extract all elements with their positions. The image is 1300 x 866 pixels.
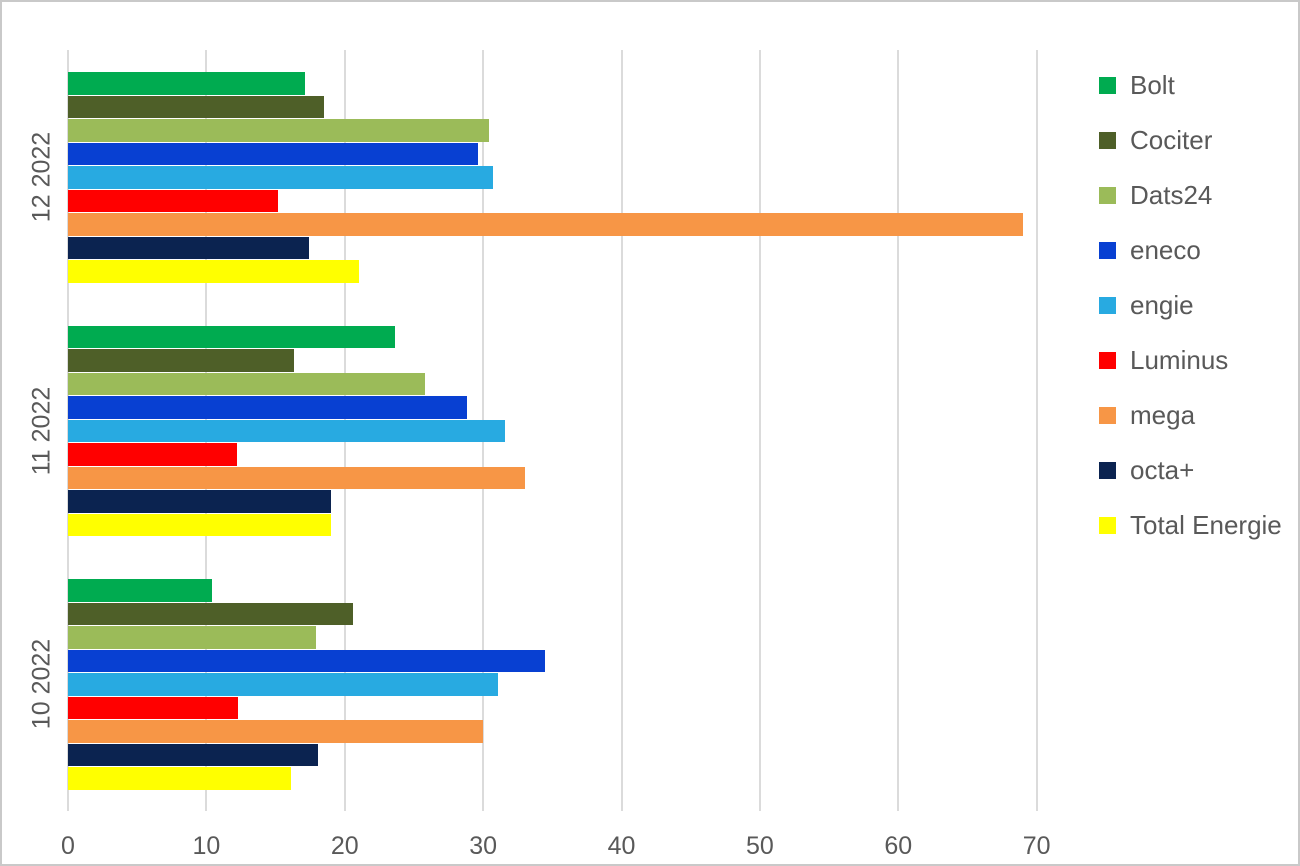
- x-tick-label-70: 70: [1022, 832, 1051, 860]
- legend-item-luminus: Luminus: [1099, 347, 1282, 373]
- x-tick-label-0: 0: [61, 832, 75, 860]
- legend-item-eneco: eneco: [1099, 237, 1282, 263]
- legend-swatch-engie: [1099, 296, 1116, 314]
- bar-total-energie-10-2022: [68, 767, 291, 790]
- bar-octaplus-10-2022: [68, 743, 319, 767]
- legend-item-total-energie: Total Energie: [1099, 512, 1282, 538]
- bar-eneco-10-2022: [68, 649, 546, 673]
- x-tick-label-40: 40: [607, 832, 636, 860]
- x-tick-label-50: 50: [745, 832, 774, 860]
- bar-dats24-12-2022: [68, 119, 489, 142]
- x-tick-label-20: 20: [330, 832, 359, 860]
- bar-eneco-12-2022: [68, 142, 478, 165]
- legend-label-luminus: Luminus: [1130, 345, 1229, 375]
- category-label-11-2022: 11 2022: [27, 386, 56, 475]
- legend-swatch-octaplus: [1099, 461, 1116, 479]
- legend-label-bolt: Bolt: [1130, 70, 1175, 100]
- legend-swatch-eneco: [1099, 241, 1116, 259]
- legend-item-bolt: Bolt: [1099, 72, 1282, 98]
- bar-luminus-12-2022: [68, 189, 279, 212]
- gridline-50: [758, 50, 761, 811]
- bar-bolt-12-2022: [68, 72, 305, 95]
- bar-luminus-10-2022: [68, 696, 239, 720]
- gridline-70: [1035, 50, 1038, 811]
- legend-label-mega: mega: [1130, 400, 1196, 430]
- legend-item-mega: mega: [1099, 402, 1282, 428]
- legend-item-octaplus: octa+: [1099, 457, 1282, 483]
- band-11-2022: [68, 304, 1092, 558]
- legend-swatch-cociter: [1099, 131, 1116, 149]
- bar-cociter-12-2022: [68, 95, 324, 118]
- bar-total-energie-11-2022: [68, 513, 331, 537]
- legend-label-total-energie: Total Energie: [1130, 510, 1282, 540]
- x-tick-label-10: 10: [192, 832, 221, 860]
- bar-bolt-11-2022: [68, 325, 395, 349]
- legend-item-cociter: Cociter: [1099, 127, 1282, 153]
- legend-swatch-bolt: [1099, 76, 1116, 94]
- bar-eneco-11-2022: [68, 396, 467, 419]
- bar-cociter-10-2022: [68, 602, 354, 626]
- bar-engie-11-2022: [68, 419, 506, 443]
- bar-mega-10-2022: [68, 720, 484, 743]
- legend-label-cociter: Cociter: [1130, 125, 1213, 155]
- legend-label-dats24: Dats24: [1130, 180, 1213, 210]
- plot-area: [67, 50, 1092, 811]
- bar-bolt-10-2022: [68, 579, 212, 602]
- category-label-10-2022: 10 2022: [27, 638, 56, 730]
- gridline-60: [897, 50, 900, 811]
- bar-luminus-11-2022: [68, 443, 237, 466]
- bar-octaplus-12-2022: [68, 236, 309, 259]
- band-12-2022: [68, 50, 1092, 304]
- bars-11-2022: [68, 325, 1092, 537]
- legend: Bolt Cociter Dats24 eneco engie Luminus mega oc…: [1099, 72, 1282, 538]
- legend-item-dats24: Dats24: [1099, 182, 1282, 208]
- bar-dats24-11-2022: [68, 372, 426, 396]
- x-tick-label-60: 60: [884, 832, 913, 860]
- legend-label-eneco: eneco: [1130, 235, 1201, 265]
- x-tick-label-30: 30: [469, 832, 498, 860]
- bar-engie-12-2022: [68, 166, 493, 189]
- bar-mega-11-2022: [68, 466, 525, 490]
- bar-mega-12-2022: [68, 213, 1023, 236]
- legend-swatch-total-energie: [1099, 516, 1116, 534]
- gridline-40: [620, 50, 623, 811]
- band-10-2022: [68, 557, 1092, 811]
- bars-10-2022: [68, 579, 1092, 790]
- bar-octaplus-11-2022: [68, 490, 331, 513]
- legend-label-octaplus: octa+: [1130, 455, 1195, 485]
- bar-cociter-11-2022: [68, 349, 294, 372]
- legend-swatch-mega: [1099, 406, 1116, 424]
- legend-item-engie: engie: [1099, 292, 1282, 318]
- bar-dats24-10-2022: [68, 626, 316, 649]
- legend-swatch-dats24: [1099, 186, 1116, 204]
- bar-total-energie-12-2022: [68, 260, 359, 283]
- legend-swatch-luminus: [1099, 351, 1116, 369]
- bar-engie-10-2022: [68, 673, 499, 696]
- category-label-12-2022: 12 2022: [27, 131, 56, 223]
- bars-12-2022: [68, 72, 1092, 283]
- legend-label-engie: engie: [1130, 290, 1194, 320]
